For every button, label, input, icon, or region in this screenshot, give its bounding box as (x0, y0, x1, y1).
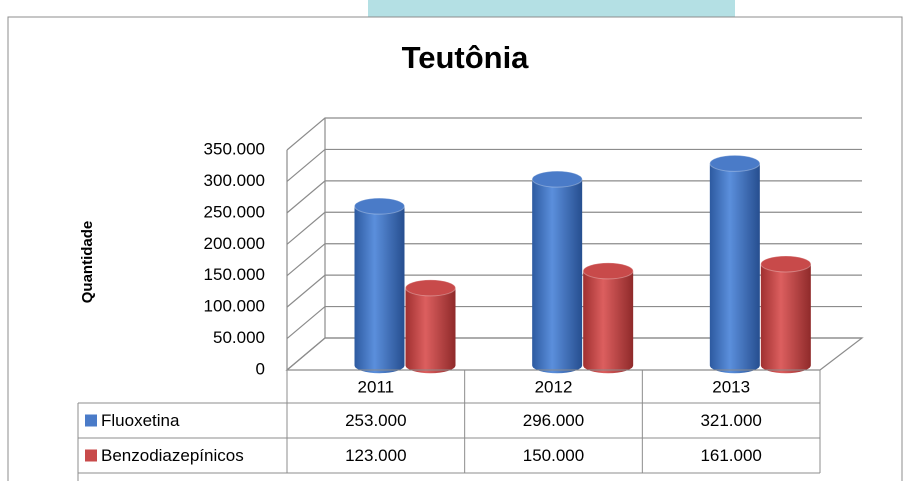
table-value: 150.000 (523, 446, 584, 465)
bar-top (760, 255, 812, 273)
bar (354, 197, 405, 374)
y-axis-label: Quantidade (79, 221, 96, 304)
bar-top (354, 197, 405, 215)
bar-body (532, 179, 583, 374)
y-tick-label: 100.000 (204, 297, 265, 316)
grid-line (286, 337, 862, 371)
grid-line (286, 243, 862, 277)
header-strip (368, 0, 735, 17)
bar-top (709, 154, 761, 172)
grid-line (286, 148, 862, 182)
y-tick-label: 0 (256, 359, 265, 378)
bar-body (354, 206, 405, 374)
bar-top (582, 262, 634, 280)
table-value: 161.000 (700, 446, 761, 465)
bar-top (531, 170, 583, 188)
grid-line (286, 305, 862, 340)
bar (531, 170, 583, 374)
legend-label: Fluoxetina (101, 411, 180, 430)
legend-key (85, 449, 97, 462)
bar (709, 154, 761, 374)
chart-title: Teutônia (402, 40, 530, 75)
grid-line (286, 180, 862, 214)
bar (405, 279, 456, 374)
bar (582, 262, 634, 374)
bar-top (405, 279, 456, 297)
grid-line (286, 274, 862, 308)
y-tick-label: 50.000 (213, 328, 265, 347)
y-tick-label: 300.000 (204, 171, 265, 190)
bar-body (760, 264, 811, 374)
table-value: 253.000 (345, 411, 406, 430)
x-tick-label: 2012 (535, 377, 573, 396)
grid-line (286, 211, 862, 245)
x-tick-label: 2011 (358, 377, 395, 396)
bar-body (709, 163, 760, 374)
y-tick-label: 250.000 (204, 202, 265, 221)
legend-label: Benzodiazepínicos (101, 446, 244, 465)
y-tick-label: 350.000 (204, 139, 265, 158)
table-value: 123.000 (345, 446, 406, 465)
legend-key (85, 414, 97, 427)
grid-line (286, 117, 862, 151)
bar-body (583, 270, 634, 374)
table-value: 296.000 (523, 411, 584, 430)
x-tick-label: 2013 (712, 377, 750, 396)
bar (760, 255, 812, 374)
table-value: 321.000 (700, 411, 761, 430)
y-tick-label: 200.000 (204, 234, 265, 253)
y-tick-label: 150.000 (204, 265, 265, 284)
bar-body (405, 287, 456, 374)
